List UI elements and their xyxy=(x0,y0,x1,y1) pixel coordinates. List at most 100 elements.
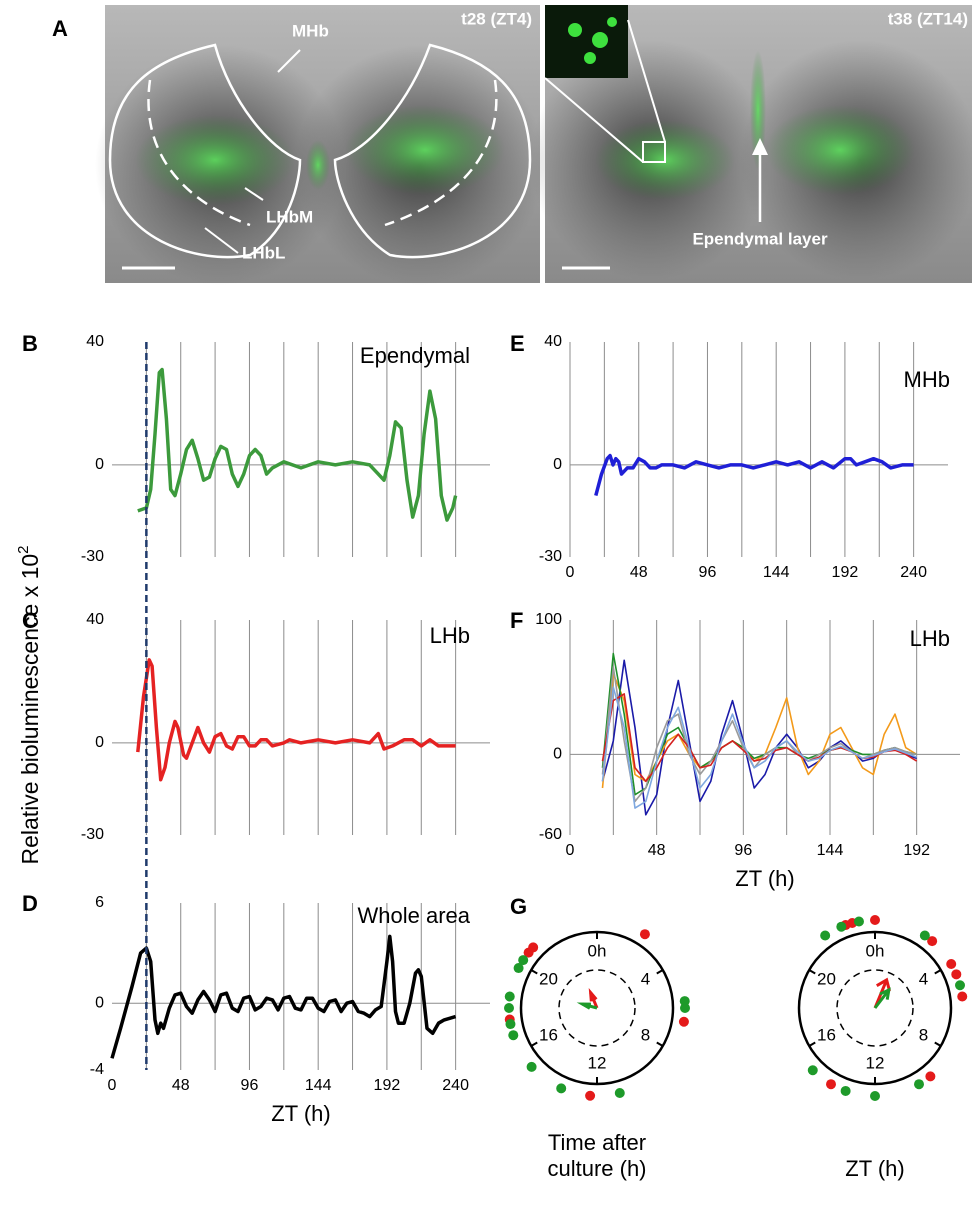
phase-dot xyxy=(955,980,965,990)
angle-tick-label: 4 xyxy=(919,969,928,988)
phase-dot xyxy=(505,992,515,1002)
phase-dot xyxy=(508,1030,518,1040)
phase-dot xyxy=(527,1062,537,1072)
y-tick-label: -30 xyxy=(81,826,104,843)
y-axis-label-exponent: 2 xyxy=(15,545,32,553)
angle-tick xyxy=(531,970,537,974)
x-tick-label: 144 xyxy=(305,1077,332,1094)
page: {"panel_labels": ["A", "B", "C", "D", "E… xyxy=(0,0,972,1205)
y-axis-label: Relative bioluminescence x 102 xyxy=(15,545,43,864)
phase-dot xyxy=(615,1088,625,1098)
panel-label: B xyxy=(22,331,38,356)
charts: -30040Ependymal-30040LHb-406048961441922… xyxy=(81,333,967,1181)
phase-dot xyxy=(505,1019,515,1029)
x-tick-label: 192 xyxy=(374,1077,401,1094)
y-tick-label: 40 xyxy=(86,611,104,628)
region-label: MHb xyxy=(292,21,329,40)
phase-dot xyxy=(808,1065,818,1075)
phase-dot xyxy=(957,992,967,1002)
y-tick-label: -30 xyxy=(81,548,104,565)
x-tick-label: 240 xyxy=(900,564,927,581)
x-tick-label: 0 xyxy=(566,564,575,581)
panel-label: D xyxy=(22,891,38,916)
panel-label: G xyxy=(510,894,527,919)
x-tick-label: 0 xyxy=(108,1077,117,1094)
x-axis-label: ZT (h) xyxy=(735,866,794,891)
chart-title: Whole area xyxy=(357,903,470,928)
timepoint-label: t38 (ZT14) xyxy=(888,9,968,28)
angle-tick-label: 4 xyxy=(641,969,650,988)
panel-label: E xyxy=(510,331,525,356)
chart-title: MHb xyxy=(904,367,950,392)
x-tick-label: 0 xyxy=(566,842,575,859)
phase-dot xyxy=(504,1003,514,1013)
y-tick-label: 0 xyxy=(553,456,562,473)
phase-dot xyxy=(870,1091,880,1101)
phase-dot xyxy=(640,929,650,939)
region-label: LHbM xyxy=(266,207,313,226)
x-axis-label: ZT (h) xyxy=(271,1101,330,1126)
phase-dot xyxy=(820,930,830,940)
panel-label: F xyxy=(510,608,523,633)
angle-tick xyxy=(531,1043,537,1047)
phase-dot xyxy=(826,1079,836,1089)
region-label: Ependymal layer xyxy=(692,229,828,248)
angle-tick-label: 0h xyxy=(588,941,607,960)
phase-dot xyxy=(914,1079,924,1089)
x-tick-label: 48 xyxy=(172,1077,190,1094)
y-tick-label: -30 xyxy=(539,548,562,565)
x-tick-label: 96 xyxy=(734,842,752,859)
y-axis-label-text: Relative bioluminescence x 10 xyxy=(17,554,43,865)
line-series xyxy=(603,660,917,815)
phase-dot xyxy=(951,969,961,979)
phase-dot xyxy=(836,922,846,932)
x-tick-label: 48 xyxy=(648,842,666,859)
line-series xyxy=(138,370,456,520)
angle-tick-label: 12 xyxy=(866,1053,885,1072)
angle-tick-label: 16 xyxy=(817,1025,836,1044)
figure: MHb t28 (ZT4) LHbM LHbL t38 (ZT14) Epend… xyxy=(0,0,972,1205)
y-tick-label: -4 xyxy=(90,1061,104,1078)
line-series xyxy=(596,456,914,496)
angle-tick xyxy=(935,970,941,974)
chart-title: LHb xyxy=(910,626,950,651)
x-tick-label: 144 xyxy=(763,564,790,581)
angle-tick-label: 16 xyxy=(539,1025,558,1044)
x-tick-label: 240 xyxy=(442,1077,469,1094)
panel-label: A xyxy=(52,16,68,41)
angle-tick-label: 12 xyxy=(588,1053,607,1072)
y-tick-label: 0 xyxy=(553,746,562,763)
phase-dot xyxy=(854,916,864,926)
angle-tick xyxy=(657,1043,663,1047)
phase-dot xyxy=(679,1017,689,1027)
phase-dot xyxy=(514,963,524,973)
angle-tick-label: 0h xyxy=(866,941,885,960)
x-tick-label: 48 xyxy=(630,564,648,581)
y-tick-label: 40 xyxy=(86,333,104,350)
polar-label-box: Time after culture (h) xyxy=(517,1130,677,1205)
x-tick-label: 144 xyxy=(817,842,844,859)
timepoint-label: t28 (ZT4) xyxy=(461,9,532,28)
phase-dot xyxy=(556,1083,566,1093)
angle-tick xyxy=(809,1043,815,1047)
chart-title: Ependymal xyxy=(360,343,470,368)
y-tick-label: 0 xyxy=(95,734,104,751)
x-tick-label: 192 xyxy=(832,564,859,581)
line-series xyxy=(603,687,917,808)
angle-tick-label: 20 xyxy=(539,969,558,988)
angle-tick-label: 8 xyxy=(641,1025,650,1044)
phase-dot xyxy=(925,1071,935,1081)
chart-title: LHb xyxy=(430,623,470,648)
y-tick-label: 0 xyxy=(95,994,104,1011)
line-series xyxy=(603,694,917,781)
line-series xyxy=(138,660,456,780)
phase-dot xyxy=(946,959,956,969)
phase-dot xyxy=(841,1086,851,1096)
angle-tick xyxy=(935,1043,941,1047)
phase-dot xyxy=(920,930,930,940)
y-tick-label: 100 xyxy=(535,611,562,628)
y-tick-label: -60 xyxy=(539,826,562,843)
x-tick-label: 96 xyxy=(241,1077,259,1094)
phase-dot xyxy=(528,942,538,952)
x-tick-label: 96 xyxy=(699,564,717,581)
